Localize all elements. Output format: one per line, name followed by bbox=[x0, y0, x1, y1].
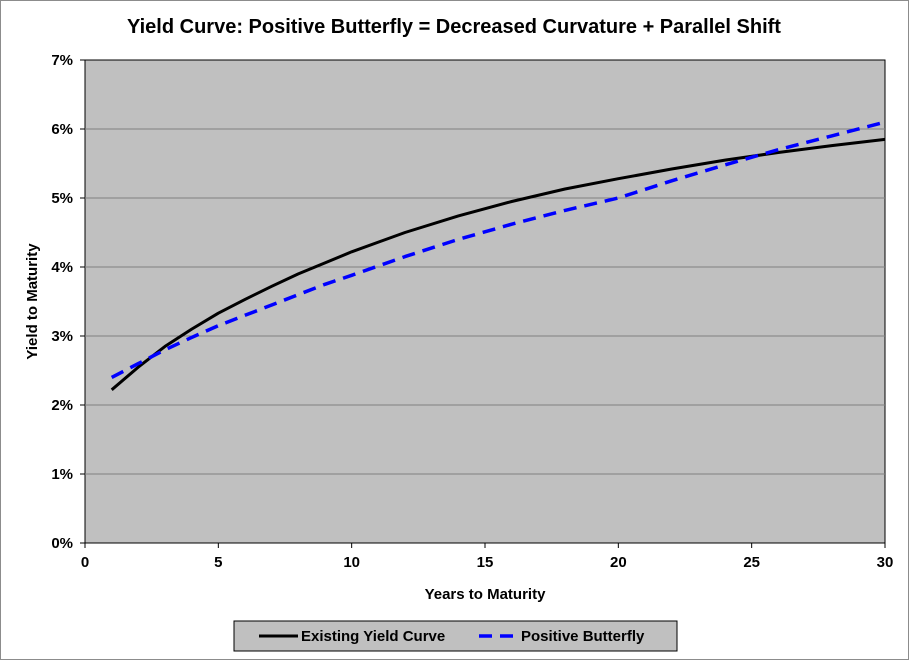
y-tick-label: 2% bbox=[51, 397, 73, 414]
y-tick-label: 7% bbox=[51, 52, 73, 69]
plot-area bbox=[84, 59, 886, 544]
legend-box bbox=[233, 620, 678, 652]
y-tick-label: 0% bbox=[51, 535, 73, 552]
gridlines bbox=[85, 128, 885, 475]
x-axis-ticks: 0 5 10 15 20 25 30 bbox=[81, 543, 894, 571]
positive-butterfly-line bbox=[110, 120, 886, 379]
y-tick-label: 6% bbox=[51, 121, 73, 138]
x-tick-label: 20 bbox=[610, 554, 627, 571]
x-tick-label: 30 bbox=[877, 554, 894, 571]
x-tick-label: 5 bbox=[214, 554, 222, 571]
y-axis-label: Yield to Maturity bbox=[24, 243, 41, 360]
y-tick-label: 4% bbox=[51, 259, 73, 276]
existing-yield-curve-line bbox=[110, 137, 886, 391]
chart-title: Yield Curve: Positive Butterfly = Decrea… bbox=[127, 16, 781, 38]
x-axis-label: Years to Maturity bbox=[425, 586, 547, 603]
y-tick-label: 1% bbox=[51, 466, 73, 483]
y-tick-label: 5% bbox=[51, 190, 73, 207]
x-tick-label: 0 bbox=[81, 554, 89, 571]
x-tick-label: 25 bbox=[743, 554, 760, 571]
y-axis-ticks: 0% 1% 2% 3% 4% 5% 6% 7% bbox=[51, 52, 85, 552]
legend: Existing Yield Curve Positive Butterfly bbox=[233, 620, 678, 652]
series-lines bbox=[110, 120, 886, 391]
x-tick-label: 15 bbox=[477, 554, 494, 571]
legend-label-butterfly: Positive Butterfly bbox=[521, 628, 645, 645]
x-tick-label: 10 bbox=[343, 554, 360, 571]
legend-label-existing: Existing Yield Curve bbox=[301, 628, 445, 645]
y-tick-label: 3% bbox=[51, 328, 73, 345]
